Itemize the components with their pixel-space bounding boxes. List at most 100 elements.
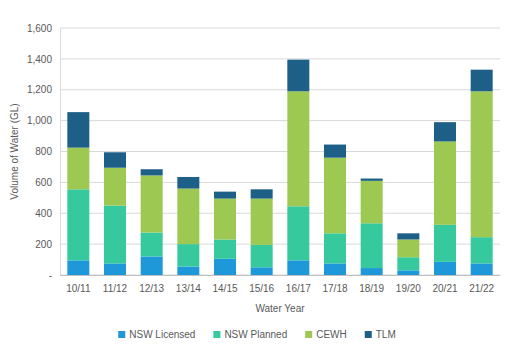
x-tick-label: 11/12 <box>103 283 128 294</box>
x-tick-label: 17/18 <box>322 283 347 294</box>
chart: -2004006008001,0001,2001,4001,60010/1111… <box>0 0 514 356</box>
legend-item: NSW Planned <box>213 329 287 340</box>
legend-swatch <box>118 331 125 338</box>
bar-segment <box>287 260 309 275</box>
bar-segment <box>397 257 419 270</box>
x-tick-label: 10/11 <box>66 283 91 294</box>
x-tick-label: 15/16 <box>249 283 274 294</box>
x-tick: 18/19 <box>359 275 384 294</box>
x-tick: 21/22 <box>469 275 494 294</box>
grid-line <box>60 120 500 121</box>
bar-segment <box>361 181 383 223</box>
y-tick: 1,600 <box>27 23 60 34</box>
bar-segment <box>361 223 383 268</box>
bar-segment <box>361 179 383 181</box>
x-tick: 13/14 <box>176 275 201 294</box>
grid <box>60 28 500 275</box>
bar-segment <box>397 233 419 239</box>
legend-swatch <box>305 331 312 338</box>
x-tick: 10/11 <box>66 275 91 294</box>
x-tick: 11/12 <box>103 275 128 294</box>
legend-label: CEWH <box>316 329 347 340</box>
legend: NSW Licensed NSW Planned CEWH TLM <box>118 329 396 340</box>
bar-segment <box>287 60 309 92</box>
x-axis-title: Water Year <box>255 303 305 314</box>
y-tick: - <box>49 270 60 281</box>
legend-item: NSW Licensed <box>118 329 195 340</box>
x-tick: 12/13 <box>139 275 164 294</box>
grid-line <box>60 28 500 29</box>
bar-segment <box>251 189 273 198</box>
grid-line <box>60 58 500 59</box>
bar-segment <box>177 267 199 275</box>
x-tick-label: 12/13 <box>139 283 164 294</box>
x-tick-label: 13/14 <box>176 283 201 294</box>
plot: -2004006008001,0001,2001,4001,60010/1111… <box>27 23 501 294</box>
y-tick-label: 1,200 <box>27 84 52 95</box>
bar-segment <box>471 237 493 263</box>
x-tick: 20/21 <box>432 275 457 294</box>
legend-label: TLM <box>376 329 396 340</box>
x-tick-label: 18/19 <box>359 283 384 294</box>
legend-label: NSW Licensed <box>129 329 195 340</box>
bar-segment <box>251 245 273 267</box>
y-axis: -2004006008001,0001,2001,4001,600 <box>27 23 61 281</box>
y-tick-label: 1,400 <box>27 54 52 65</box>
y-axis-title: Volume of Water (GL) <box>9 103 20 199</box>
x-tick-label: 21/22 <box>469 283 494 294</box>
x-axis-line <box>61 275 501 276</box>
y-tick-label: - <box>49 270 52 281</box>
legend-swatch <box>213 331 220 338</box>
y-tick: 400 <box>35 208 60 219</box>
legend-label: NSW Planned <box>224 329 287 340</box>
legend-item: TLM <box>365 329 396 340</box>
x-tick-label: 19/20 <box>396 283 421 294</box>
bar-segment <box>104 152 126 167</box>
y-tick-label: 1,000 <box>27 115 52 126</box>
x-tick: 14/15 <box>212 275 237 294</box>
x-tick-label: 14/15 <box>212 283 237 294</box>
bar-segment <box>471 70 493 92</box>
y-axis-line <box>60 29 61 276</box>
bar-segment <box>287 206 309 260</box>
x-tick: 17/18 <box>322 275 347 294</box>
bar-segment <box>67 260 89 275</box>
bar-segment <box>471 263 493 275</box>
y-tick-label: 200 <box>35 239 52 250</box>
bar-segment <box>141 169 163 175</box>
y-tick: 600 <box>35 177 60 188</box>
bar-segment <box>214 199 236 240</box>
bar-segment <box>214 192 236 199</box>
bar-segment <box>397 270 419 275</box>
x-tick-label: 20/21 <box>432 283 457 294</box>
bar-segment <box>214 239 236 258</box>
x-tick: 16/17 <box>286 275 311 294</box>
bar-segment <box>177 177 199 189</box>
bar-segment <box>214 259 236 275</box>
bars <box>67 60 492 275</box>
bar-segment <box>104 168 126 206</box>
bar-segment <box>361 268 383 275</box>
legend-swatch <box>365 331 372 338</box>
x-tick-label: 16/17 <box>286 283 311 294</box>
x-tick: 15/16 <box>249 275 274 294</box>
y-tick-label: 1,600 <box>27 23 52 34</box>
y-tick: 1,400 <box>27 54 60 65</box>
y-tick-label: 400 <box>35 208 52 219</box>
y-tick: 1,000 <box>27 115 60 126</box>
bar-segment <box>104 206 126 264</box>
bar-segment <box>251 267 273 275</box>
bar-segment <box>177 189 199 245</box>
bar-segment <box>251 199 273 245</box>
bar-segment <box>324 263 346 275</box>
bar-segment <box>67 148 89 190</box>
bar-segment <box>67 112 89 148</box>
bar-segment <box>287 91 309 206</box>
grid-line <box>60 89 500 90</box>
bar-segment <box>434 262 456 275</box>
bar-segment <box>141 233 163 257</box>
bar-segment <box>141 175 163 232</box>
x-tick: 19/20 <box>396 275 421 294</box>
bar-segment <box>104 263 126 275</box>
bar-segment <box>324 158 346 234</box>
